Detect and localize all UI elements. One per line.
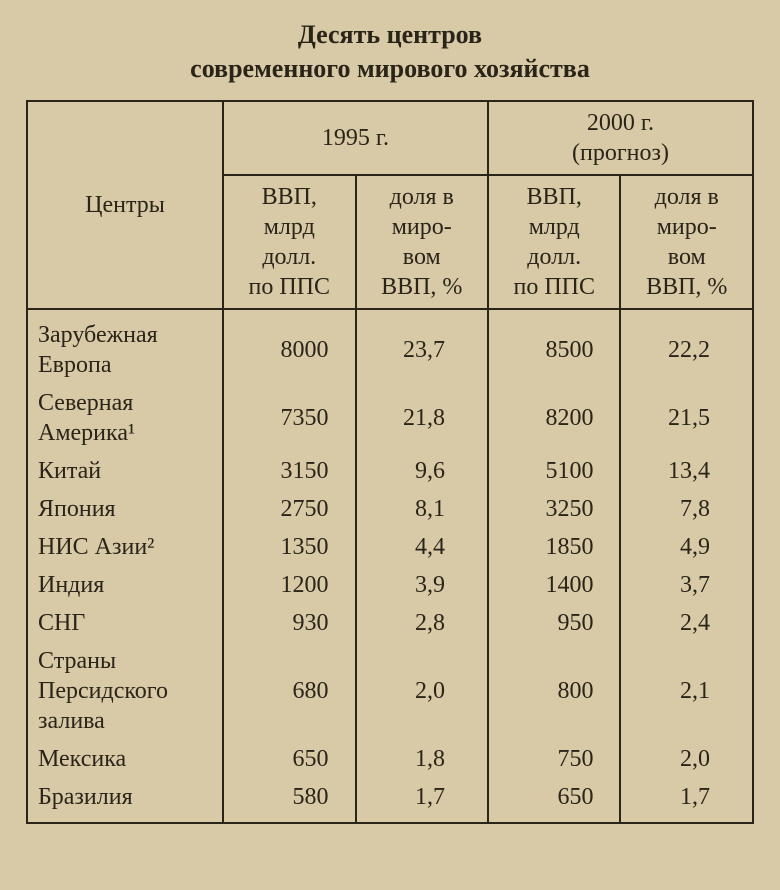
cell-gdp-1995: 650: [223, 740, 355, 778]
cell-name: Зарубежная Европа: [27, 309, 223, 384]
cell-share-1995: 2,8: [356, 604, 488, 642]
cell-name: Китай: [27, 452, 223, 490]
cell-gdp-1995: 930: [223, 604, 355, 642]
cell-gdp-1995: 1350: [223, 528, 355, 566]
table-row: Индия12003,914003,7: [27, 566, 753, 604]
cell-share-2000: 2,1: [620, 642, 753, 740]
cell-gdp-1995: 3150: [223, 452, 355, 490]
cell-share-2000: 21,5: [620, 384, 753, 452]
col-header-1995: 1995 г.: [223, 101, 488, 175]
cell-gdp-1995: 8000: [223, 309, 355, 384]
cell-share-1995: 2,0: [356, 642, 488, 740]
cell-gdp-2000: 750: [488, 740, 620, 778]
economy-centers-table: Центры 1995 г. 2000 г. (прогноз) ВВП, мл…: [26, 100, 754, 824]
cell-gdp-2000: 800: [488, 642, 620, 740]
cell-gdp-1995: 7350: [223, 384, 355, 452]
cell-share-2000: 3,7: [620, 566, 753, 604]
table-row: НИС Азии²13504,418504,9: [27, 528, 753, 566]
cell-name: Мексика: [27, 740, 223, 778]
cell-gdp-2000: 950: [488, 604, 620, 642]
cell-share-1995: 21,8: [356, 384, 488, 452]
cell-share-1995: 8,1: [356, 490, 488, 528]
cell-share-2000: 2,0: [620, 740, 753, 778]
cell-gdp-1995: 680: [223, 642, 355, 740]
title-line-2: современного мирового хозяйства: [190, 54, 590, 83]
table-row: СНГ9302,89502,4: [27, 604, 753, 642]
table-row: Мексика6501,87502,0: [27, 740, 753, 778]
col-header-2000: 2000 г. (прогноз): [488, 101, 753, 175]
title-line-1: Десять центров: [298, 20, 482, 49]
cell-share-1995: 1,7: [356, 778, 488, 823]
table-row: Страны Персидского залива6802,08002,1: [27, 642, 753, 740]
col-header-centers: Центры: [27, 101, 223, 309]
table-row: Япония27508,132507,8: [27, 490, 753, 528]
col-header-share-2000: доля в миро- вом ВВП, %: [620, 175, 753, 309]
cell-gdp-1995: 2750: [223, 490, 355, 528]
table-title: Десять центров современного мирового хоз…: [26, 18, 754, 86]
table-row: Зарубежная Европа800023,7850022,2: [27, 309, 753, 384]
cell-share-1995: 3,9: [356, 566, 488, 604]
cell-gdp-1995: 1200: [223, 566, 355, 604]
table-row: Китай31509,6510013,4: [27, 452, 753, 490]
cell-name: Северная Америка¹: [27, 384, 223, 452]
cell-gdp-2000: 8500: [488, 309, 620, 384]
cell-gdp-2000: 3250: [488, 490, 620, 528]
cell-name: Япония: [27, 490, 223, 528]
cell-gdp-1995: 580: [223, 778, 355, 823]
cell-share-1995: 23,7: [356, 309, 488, 384]
cell-share-1995: 9,6: [356, 452, 488, 490]
col-header-gdp-1995: ВВП, млрд долл. по ППС: [223, 175, 355, 309]
table-row: Бразилия5801,76501,7: [27, 778, 753, 823]
cell-gdp-2000: 8200: [488, 384, 620, 452]
cell-name: Индия: [27, 566, 223, 604]
cell-share-2000: 2,4: [620, 604, 753, 642]
cell-name: СНГ: [27, 604, 223, 642]
cell-name: Бразилия: [27, 778, 223, 823]
cell-name: НИС Азии²: [27, 528, 223, 566]
table-row: Северная Америка¹735021,8820021,5: [27, 384, 753, 452]
cell-share-2000: 1,7: [620, 778, 753, 823]
cell-gdp-2000: 5100: [488, 452, 620, 490]
cell-gdp-2000: 1400: [488, 566, 620, 604]
cell-share-2000: 22,2: [620, 309, 753, 384]
col-header-share-1995: доля в миро- вом ВВП, %: [356, 175, 488, 309]
cell-gdp-2000: 650: [488, 778, 620, 823]
cell-share-2000: 13,4: [620, 452, 753, 490]
cell-share-2000: 4,9: [620, 528, 753, 566]
cell-gdp-2000: 1850: [488, 528, 620, 566]
cell-share-2000: 7,8: [620, 490, 753, 528]
cell-name: Страны Персидского залива: [27, 642, 223, 740]
col-header-gdp-2000: ВВП, млрд долл. по ППС: [488, 175, 620, 309]
cell-share-1995: 1,8: [356, 740, 488, 778]
cell-share-1995: 4,4: [356, 528, 488, 566]
